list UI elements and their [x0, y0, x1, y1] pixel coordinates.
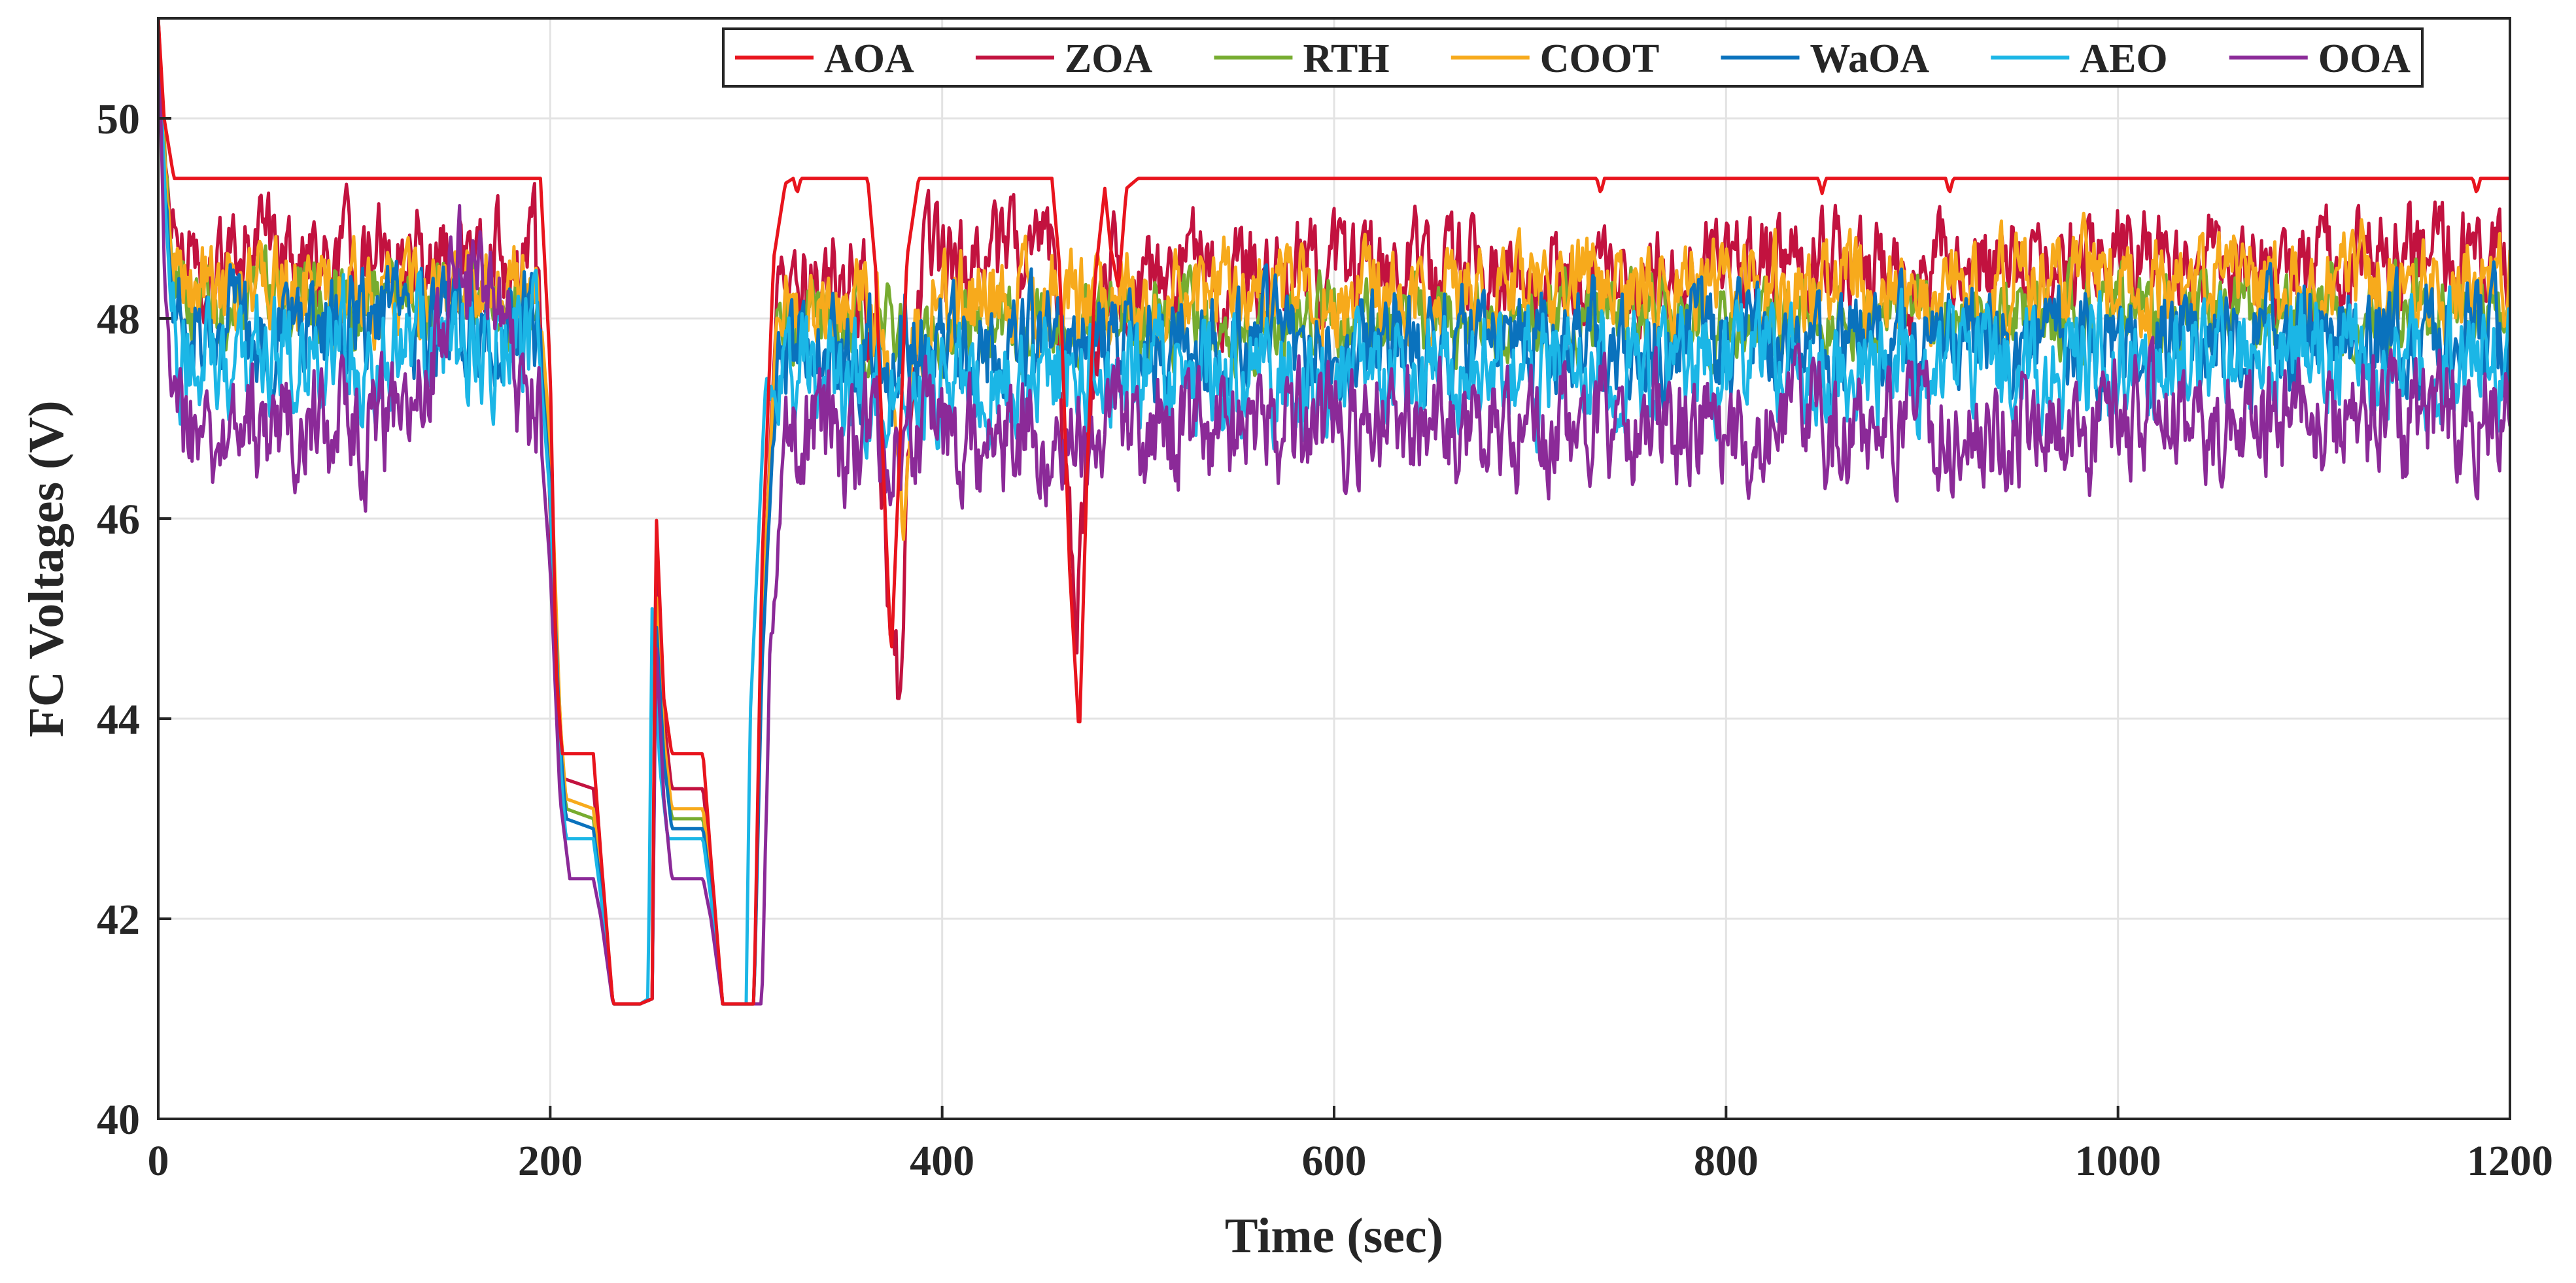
x-tick-labels: 0 200 400 600 800 1000 1200: [148, 1137, 2554, 1185]
y-tick-label: 44: [97, 696, 140, 744]
x-tick-label: 1000: [2075, 1137, 2161, 1185]
x-tick-label: 400: [910, 1137, 974, 1185]
x-tick-label: 1200: [2467, 1137, 2553, 1185]
legend-label-zoa: ZOA: [1065, 37, 1153, 81]
legend: AOA ZOA RTH COOT WaOA AEO OOA: [722, 27, 2424, 88]
axis-ticks: [157, 117, 2511, 1120]
series-line-aoa: [158, 18, 2510, 1006]
legend-label-coot: COOT: [1540, 37, 1660, 81]
y-tick-label: 42: [97, 896, 140, 944]
legend-label-rth: RTH: [1303, 37, 1389, 81]
y-tick-label: 46: [97, 496, 140, 543]
y-tick-label: 48: [97, 296, 140, 343]
legend-label-ooa: OOA: [2318, 37, 2411, 81]
y-tick-labels: 40 42 44 46 48 50: [97, 95, 140, 1144]
y-tick-label: 50: [97, 95, 140, 143]
x-tick-label: 600: [1302, 1137, 1367, 1185]
series-line-ooa: [158, 18, 2510, 1006]
x-axis-title: Time (sec): [1225, 1208, 1443, 1263]
y-axis-title: FC Voltages (V): [19, 400, 74, 737]
x-tick-label: 200: [518, 1137, 583, 1185]
legend-label-aeo: AEO: [2080, 37, 2167, 81]
x-tick-label: 800: [1694, 1137, 1759, 1185]
series-lines: [158, 18, 2510, 1006]
y-tick-label: 40: [97, 1096, 140, 1144]
x-tick-label: 0: [148, 1137, 169, 1185]
legend-label-aoa: AOA: [824, 37, 914, 81]
legend-label-waoa: WaOA: [1810, 37, 1930, 81]
